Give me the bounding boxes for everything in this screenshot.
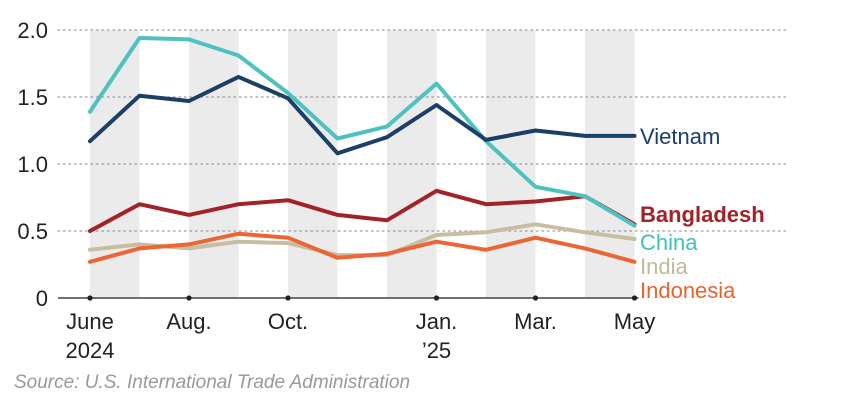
x-tick-mark xyxy=(186,295,192,301)
x-tick-mark xyxy=(285,295,291,301)
y-axis-ticks: 0 0.5 1.0 1.5 2.0 xyxy=(17,18,48,311)
x-tick-mark xyxy=(87,295,93,301)
source-note: Source: U.S. International Trade Adminis… xyxy=(14,372,411,393)
series-line-china xyxy=(88,36,637,228)
x-tick-mark xyxy=(631,295,638,301)
x-tick-mark xyxy=(532,295,539,301)
series-line-vietnam xyxy=(88,74,637,156)
series-line-bangladesh xyxy=(88,188,637,233)
series-label-vietnam: Vietnam xyxy=(640,124,720,149)
x-tick-label: Mar. xyxy=(514,309,557,334)
series-lines xyxy=(88,36,637,264)
y-tick-label: 1.0 xyxy=(17,152,48,177)
y-tick-label: 0.5 xyxy=(17,219,48,244)
series-line-indonesia xyxy=(88,231,637,264)
x-tick-label: Aug. xyxy=(166,309,211,334)
y-tick-label: 0 xyxy=(36,286,48,311)
x-tick-label-year: ’25 xyxy=(422,338,451,363)
x-tick-label-year: 2024 xyxy=(66,338,115,363)
series-label-china: China xyxy=(640,230,698,255)
y-tick-label: 2.0 xyxy=(17,18,48,43)
series-label-india: India xyxy=(640,254,688,279)
x-tick-label: Oct. xyxy=(268,309,308,334)
x-tick-label: Jan. xyxy=(416,309,458,334)
x-axis-ticks: June 2024 Aug. Oct. Jan. ’25 Mar. May xyxy=(66,295,656,363)
series-label-bangladesh: Bangladesh xyxy=(640,202,765,227)
series-label-indonesia: Indonesia xyxy=(640,278,736,303)
y-tick-label: 1.5 xyxy=(17,85,48,110)
x-tick-label: June xyxy=(66,309,114,334)
x-tick-mark xyxy=(433,295,440,301)
x-tick-label: May xyxy=(614,309,656,334)
